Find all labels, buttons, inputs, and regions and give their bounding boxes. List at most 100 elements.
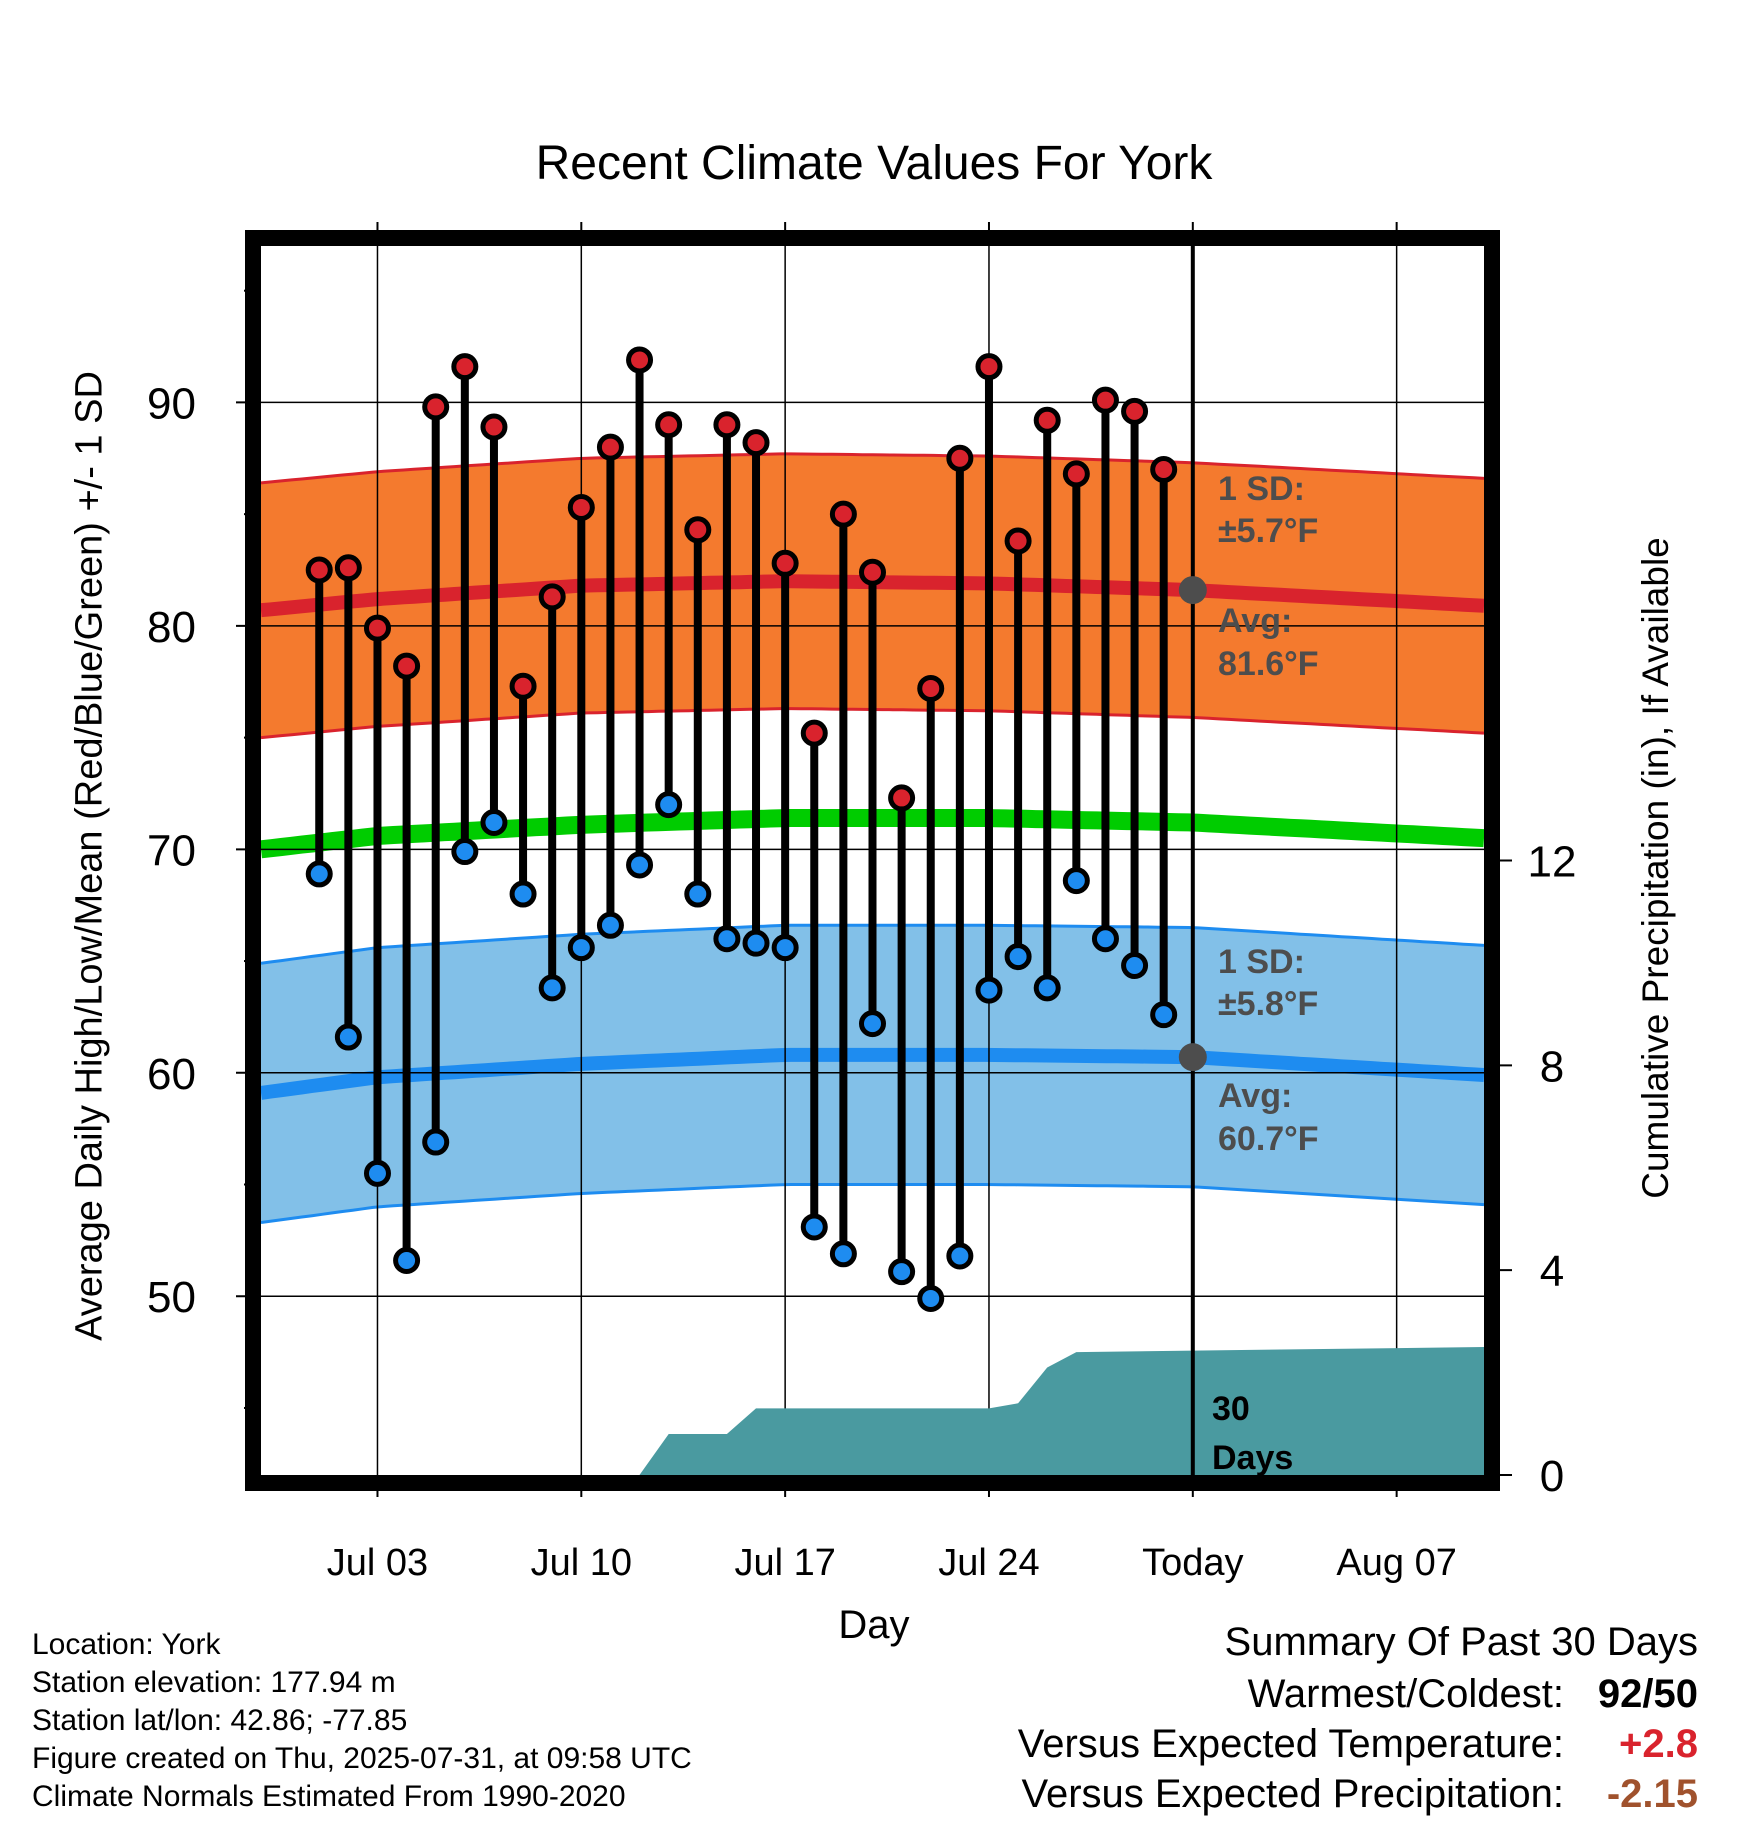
daily-low-point xyxy=(946,1242,974,1270)
daily-low-point xyxy=(1121,952,1149,980)
axis-ticks: Jul 03 Jul 10 Jul 17 Jul 24 Today Aug 07 50 60 7… xyxy=(147,222,1576,1584)
normal-bands xyxy=(261,452,1484,1224)
y-tick-label-right: 8 xyxy=(1540,1042,1564,1091)
daily-high-point xyxy=(538,583,566,611)
daily-dots xyxy=(305,346,1207,1312)
high-sd-label: 1 SD: xyxy=(1218,470,1305,508)
normals-text: Climate Normals Estimated From 1990-2020 xyxy=(32,1780,626,1813)
precip-departure-label: Versus Expected Precipitation: xyxy=(1021,1772,1564,1816)
daily-high-point xyxy=(596,433,624,461)
daily-low-point xyxy=(1033,974,1061,1002)
location-text: Location: York xyxy=(32,1628,221,1661)
daily-high-point xyxy=(567,493,595,521)
y-axis-label-right: Cumulative Precipitation (in), If Availa… xyxy=(1635,537,1676,1199)
low-sd-label: 1 SD: xyxy=(1218,943,1305,981)
temp-departure-label: Versus Expected Temperature: xyxy=(1017,1722,1564,1766)
daily-high-point xyxy=(713,411,741,439)
daily-low-point xyxy=(829,1240,857,1268)
y-tick-label-left: 50 xyxy=(147,1273,196,1322)
x-tick-label: Today xyxy=(1142,1542,1243,1584)
daily-high-point xyxy=(1062,460,1090,488)
daily-high-point xyxy=(742,429,770,457)
elevation-text: Station elevation: 177.94 m xyxy=(32,1666,396,1699)
daily-high-point xyxy=(626,346,654,374)
daily-high-point xyxy=(305,556,333,584)
daily-high-point xyxy=(1121,397,1149,425)
daily-high-point xyxy=(684,516,712,544)
daily-low-point xyxy=(305,860,333,888)
y-axis-label-left: Average Daily High/Low/Mean (Red/Blue/Gr… xyxy=(68,371,111,1341)
daily-stems xyxy=(315,359,1168,1299)
x-tick-label: Jul 03 xyxy=(327,1542,428,1584)
low-normal-lower-sd-line xyxy=(261,1183,1484,1224)
daily-low-point xyxy=(1062,867,1090,895)
y-tick-label-right: 0 xyxy=(1540,1452,1564,1501)
today-low-avg-marker xyxy=(1178,1043,1207,1072)
latlon-text: Station lat/lon: 42.86; -77.85 xyxy=(32,1704,408,1737)
today-high-avg-marker xyxy=(1178,576,1207,605)
precip-fill xyxy=(639,1347,1484,1475)
annotations: 1 SD: ±5.7°F Avg: 81.6°F 1 SD: ±5.8°F Av… xyxy=(1212,470,1319,1477)
x-tick-label: Jul 24 xyxy=(938,1542,1039,1584)
daily-high-point xyxy=(1150,455,1178,483)
summary-title: Summary Of Past 30 Days xyxy=(1224,1620,1698,1664)
y-tick-label-left: 80 xyxy=(147,603,196,652)
daily-high-point xyxy=(451,353,479,381)
daily-high-point xyxy=(1004,527,1032,555)
low-normal-avg-line xyxy=(261,1047,1484,1100)
daily-low-point xyxy=(422,1128,450,1156)
daily-high-point xyxy=(975,353,1003,381)
daily-high-point xyxy=(655,411,683,439)
x-tick-label: Aug 07 xyxy=(1336,1542,1456,1584)
low-normal-band xyxy=(261,925,1484,1223)
daily-low-point xyxy=(596,911,624,939)
daily-low-point xyxy=(393,1246,421,1274)
daily-low-point xyxy=(742,929,770,957)
daily-high-point xyxy=(829,500,857,528)
high-avg-value: 81.6°F xyxy=(1218,645,1319,683)
daily-low-point xyxy=(713,925,741,953)
daily-low-point xyxy=(975,976,1003,1004)
y-tick-label-right: 12 xyxy=(1528,838,1577,887)
daily-high-point xyxy=(917,674,945,702)
low-avg-label: Avg: xyxy=(1218,1077,1292,1115)
daily-low-point xyxy=(1004,943,1032,971)
daily-high-point xyxy=(888,784,916,812)
period-label-number: 30 xyxy=(1212,1390,1250,1428)
daily-high-point xyxy=(771,549,799,577)
created-text: Figure created on Thu, 2025-07-31, at 09… xyxy=(32,1742,692,1775)
daily-high-point xyxy=(363,614,391,642)
daily-high-point xyxy=(393,652,421,680)
daily-high-point xyxy=(509,672,537,700)
daily-low-point xyxy=(538,974,566,1002)
warm-cold-value: 92/50 xyxy=(1597,1672,1698,1716)
y-tick-label-left: 90 xyxy=(147,379,196,428)
high-sd-value: ±5.7°F xyxy=(1218,512,1318,550)
daily-high-point xyxy=(859,558,886,586)
daily-low-point xyxy=(684,880,712,908)
daily-high-point xyxy=(1091,386,1119,414)
low-avg-value: 60.7°F xyxy=(1218,1120,1319,1158)
daily-low-point xyxy=(1091,925,1119,953)
daily-high-point xyxy=(334,554,362,582)
x-tick-label: Jul 17 xyxy=(734,1542,835,1584)
precipitation-area xyxy=(639,1347,1484,1475)
period-label-days: Days xyxy=(1212,1439,1293,1477)
daily-low-point xyxy=(480,809,508,837)
warm-cold-label: Warmest/Coldest: xyxy=(1247,1672,1564,1716)
daily-high-point xyxy=(800,719,828,747)
daily-high-point xyxy=(480,413,508,441)
daily-low-point xyxy=(451,838,479,866)
y-tick-label-right: 4 xyxy=(1540,1247,1564,1296)
daily-low-point xyxy=(800,1213,828,1241)
daily-low-point xyxy=(888,1258,916,1286)
daily-low-point xyxy=(917,1284,945,1312)
daily-low-point xyxy=(363,1159,391,1187)
daily-high-point xyxy=(422,393,450,421)
precip-departure-value: -2.15 xyxy=(1606,1772,1698,1816)
x-axis-label: Day xyxy=(838,1603,910,1647)
daily-high-point xyxy=(946,444,974,472)
temp-departure-value: +2.8 xyxy=(1619,1722,1698,1766)
high-avg-label: Avg: xyxy=(1218,602,1292,640)
